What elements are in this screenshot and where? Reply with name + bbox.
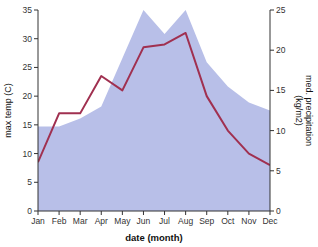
x-tick	[101, 211, 102, 215]
y-tick	[34, 182, 38, 183]
y-tick	[34, 38, 38, 39]
area	[38, 10, 270, 211]
x-tick-label: Jan	[31, 216, 45, 226]
y2-tick	[270, 170, 274, 171]
y-tick-label: 20	[23, 91, 33, 101]
y-tick	[34, 10, 38, 11]
y2-axis-line	[270, 10, 271, 211]
x-tick	[185, 211, 186, 215]
chart: 0 5 10 15 20 25 30 35 0 5 10 15 20 25 Jan Feb Mar Apr May J…	[0, 0, 318, 247]
y-tick	[34, 153, 38, 154]
y2-tick-label: 5	[276, 166, 281, 176]
y2-axis-label-line: med. precipitation	[304, 75, 314, 146]
x-tick-label: Dec	[262, 216, 278, 226]
y-tick	[34, 67, 38, 68]
y-tick-label: 15	[23, 120, 33, 130]
x-tick-label: Oct	[221, 216, 235, 226]
y-tick	[34, 211, 38, 212]
x-tick-label: Feb	[52, 216, 67, 226]
y-axis-label: max temp (C)	[3, 83, 13, 138]
y-tick	[34, 96, 38, 97]
x-tick	[164, 211, 165, 215]
x-tick	[227, 211, 228, 215]
x-tick-label: Nov	[241, 216, 257, 226]
x-tick-label: May	[114, 216, 131, 226]
x-tick	[122, 211, 123, 215]
y-tick-label: 35	[23, 5, 33, 15]
y2-tick-label: 0	[276, 206, 281, 216]
y-axis-line	[38, 10, 39, 211]
y2-tick-label: 10	[276, 126, 286, 136]
x-axis-label: date (month)	[125, 232, 183, 243]
y2-tick-label: 15	[276, 85, 286, 95]
x-tick	[270, 211, 271, 215]
y-tick-label: 5	[27, 177, 32, 187]
y2-tick	[270, 211, 274, 212]
y2-tick	[270, 130, 274, 131]
y-tick	[34, 124, 38, 125]
plot-area	[38, 10, 270, 211]
y-tick-label: 0	[27, 206, 32, 216]
x-tick-label: Mar	[73, 216, 88, 226]
x-tick-label: Apr	[95, 216, 108, 226]
y2-tick	[270, 50, 274, 51]
line	[38, 33, 270, 165]
x-axis-line	[38, 211, 270, 212]
x-tick-label: Jul	[159, 216, 170, 226]
y-tick-label: 30	[23, 34, 33, 44]
x-tick-label: Sep	[199, 216, 214, 226]
y2-axis-label: med. precipitation(kg/m2)	[294, 75, 314, 146]
x-tick-label: Jun	[137, 216, 151, 226]
y2-tick	[270, 10, 274, 11]
x-tick	[59, 211, 60, 215]
x-tick	[143, 211, 144, 215]
y-tick-label: 10	[23, 149, 33, 159]
y-tick-label: 25	[23, 62, 33, 72]
y2-tick	[270, 90, 274, 91]
x-tick	[248, 211, 249, 215]
x-tick	[206, 211, 207, 215]
y2-tick-label: 20	[276, 45, 286, 55]
y2-tick-label: 25	[276, 5, 286, 15]
x-tick-label: Aug	[178, 216, 193, 226]
x-tick	[38, 211, 39, 215]
x-tick	[80, 211, 81, 215]
y2-axis-label-line: (kg/m2)	[294, 95, 304, 126]
